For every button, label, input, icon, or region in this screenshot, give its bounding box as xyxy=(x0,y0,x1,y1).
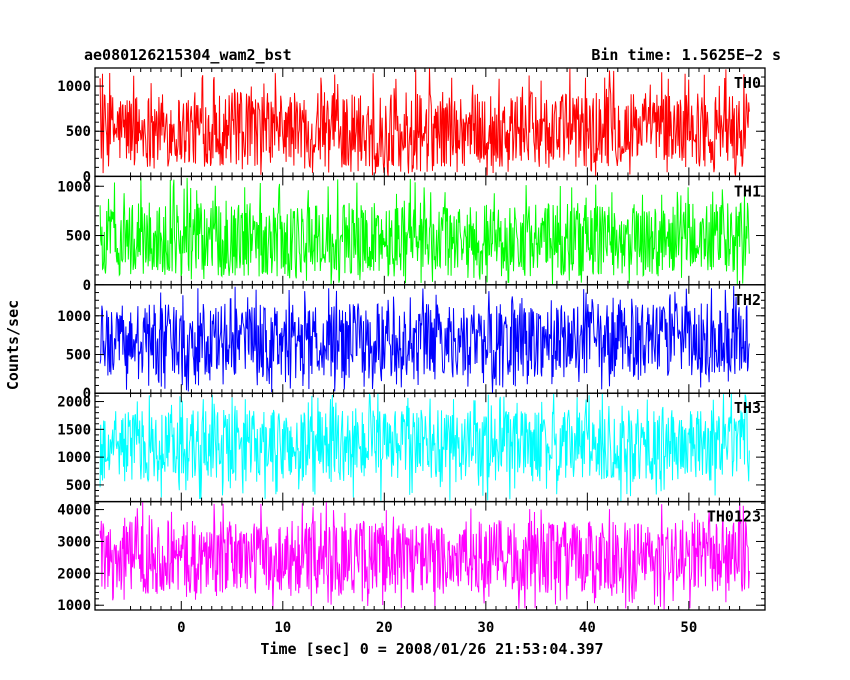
x-tick-label: 10 xyxy=(274,620,291,636)
y-tick-label: 0 xyxy=(83,169,91,185)
panel-th0: 0 500 1000 TH0 xyxy=(57,67,766,185)
bin-time-label: Bin time: 1.5625E−2 s xyxy=(591,46,781,64)
y-tick-label: 0 xyxy=(83,386,91,402)
y-tick-label: 500 xyxy=(66,124,91,140)
y-tick-label: 1500 xyxy=(57,422,91,438)
y-tick-label: 500 xyxy=(66,478,91,494)
panel-label-th1: TH1 xyxy=(734,182,761,200)
series-th2 xyxy=(99,285,750,393)
panel-label-th0: TH0 xyxy=(734,74,761,92)
panel-th1: 0 500 1000 TH1 xyxy=(57,175,766,294)
y-tick-label: 4000 xyxy=(57,503,91,519)
y-tick-label: 500 xyxy=(66,229,91,245)
panel-label-th2: TH2 xyxy=(734,291,761,309)
x-tick-label: 0 xyxy=(177,620,185,636)
series-th3 xyxy=(99,393,750,502)
x-tick-label: 30 xyxy=(477,620,494,636)
x-axis-label: Time [sec] 0 = 2008/01/26 21:53:04.397 xyxy=(260,640,603,658)
x-tick-label: 50 xyxy=(680,620,697,636)
panel-th2: 0 500 1000 TH2 xyxy=(57,284,766,402)
y-tick-label: 500 xyxy=(66,347,91,363)
y-tick-label: 1000 xyxy=(57,79,91,95)
y-tick-label: 0 xyxy=(83,278,91,294)
series-th0123 xyxy=(99,502,750,610)
x-tick-label: 40 xyxy=(579,620,596,636)
panel-th3: 500 1000 1500 2000 TH3 xyxy=(57,392,766,503)
y-tick-label: 3000 xyxy=(57,534,91,550)
y-tick-label: 1000 xyxy=(57,179,91,195)
y-tick-label: 2000 xyxy=(57,395,91,411)
panel-th0123: 1000 2000 3000 4000 TH0123 xyxy=(57,500,766,614)
y-axis-label: Counts/sec xyxy=(4,300,22,390)
panel-frame xyxy=(94,500,766,611)
chart-title: ae080126215304_wam2_bst xyxy=(84,46,292,64)
y-tick-label: 1000 xyxy=(57,450,91,466)
y-tick-label: 2000 xyxy=(57,566,91,582)
panel-label-th0123: TH0123 xyxy=(707,508,761,526)
panel-label-th3: TH3 xyxy=(734,399,761,417)
series-th1 xyxy=(99,177,750,285)
series-th0 xyxy=(99,68,750,177)
y-tick-label: 1000 xyxy=(57,309,91,325)
y-tick-label: 1000 xyxy=(57,598,91,614)
x-tick-label: 20 xyxy=(376,620,393,636)
